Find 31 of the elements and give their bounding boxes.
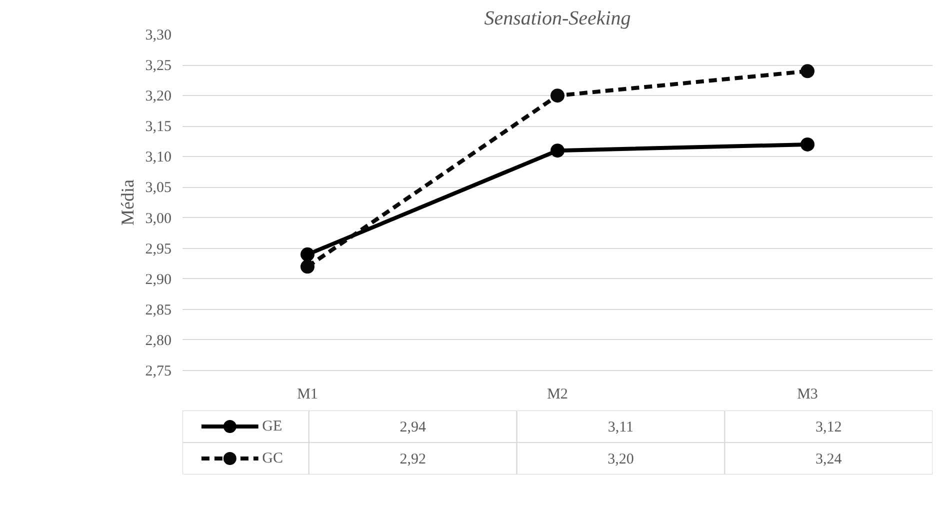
- x-tick-label: M1: [297, 386, 318, 402]
- y-tick-label: 2,85: [145, 302, 172, 318]
- legend-label: GC: [262, 450, 283, 466]
- x-tick-label: M2: [547, 386, 568, 402]
- data-label: 3,11: [608, 420, 634, 436]
- point: [800, 64, 814, 78]
- y-tick-label: 3,00: [145, 210, 172, 227]
- point: [550, 88, 564, 103]
- point: [300, 260, 314, 274]
- y-tick-label: 2,90: [145, 272, 172, 288]
- y-tick-label: 3,20: [145, 88, 172, 105]
- y-tick-label: 3,30: [145, 28, 172, 44]
- data-label: 2,92: [400, 452, 426, 468]
- point: [550, 144, 564, 158]
- point: [800, 137, 814, 152]
- y-tick-label: 3,15: [145, 119, 172, 136]
- y-tick-label: 2,80: [145, 332, 172, 349]
- y-axis-title: Média: [117, 179, 138, 226]
- y-tick-label: 2,95: [145, 241, 172, 258]
- data-label: 3,24: [815, 452, 842, 468]
- y-tick-label: 3,05: [145, 180, 172, 196]
- x-tick-label: M3: [797, 386, 818, 402]
- data-label: 2,94: [400, 420, 426, 436]
- legend-label: GE: [262, 418, 282, 434]
- y-tick-label: 2,75: [145, 364, 172, 380]
- point: [300, 247, 314, 262]
- chart-title: Sensation-Seeking: [484, 8, 631, 30]
- data-label: 3,12: [815, 420, 842, 436]
- y-tick-label: 3,10: [145, 150, 172, 166]
- y-tick-label: 3,25: [145, 58, 172, 74]
- data-label: 3,20: [608, 452, 634, 468]
